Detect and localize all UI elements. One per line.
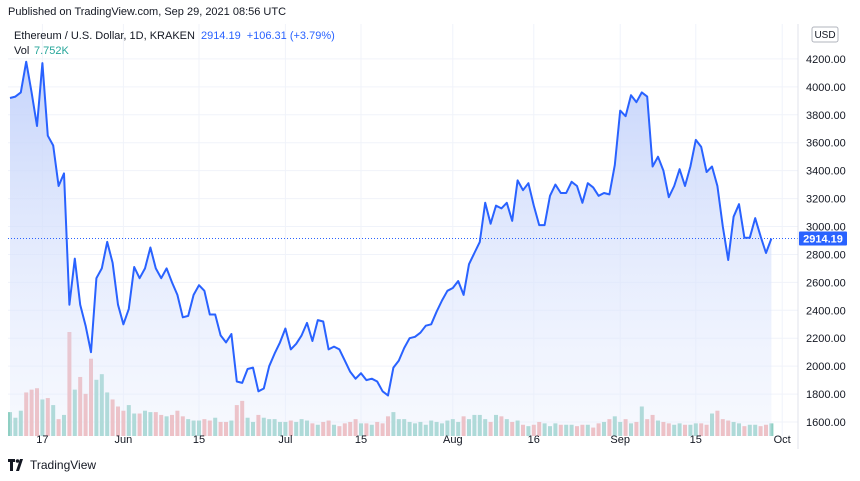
price-chart[interactable]: 1600.00 1800.00 2000.00 2200.00 2400.00 2600.… bbox=[0, 24, 860, 458]
time-tick-label: 15 bbox=[690, 434, 702, 446]
price-line bbox=[9, 60, 773, 397]
legend-symbol: Ethereum / U.S. Dollar, 1D, KRAKEN bbox=[14, 30, 195, 42]
legend-vol-value: 7.752K bbox=[34, 45, 70, 57]
time-tick-label: Oct bbox=[774, 434, 791, 446]
price-axis[interactable]: 1600.00 1800.00 2000.00 2200.00 2400.00 2600.… bbox=[806, 54, 846, 429]
price-area bbox=[10, 61, 772, 436]
tradingview-brand: TradingView bbox=[30, 458, 97, 472]
time-tick-label: 15 bbox=[193, 434, 205, 446]
legend-price: 2914.19 bbox=[201, 30, 241, 42]
time-tick-label: Jun bbox=[115, 434, 133, 446]
tradingview-logo[interactable]: TradingView bbox=[8, 458, 96, 472]
time-tick-label: 16 bbox=[528, 434, 540, 446]
price-tick-label: 1600.00 bbox=[806, 417, 846, 429]
price-tick-label: 2000.00 bbox=[806, 361, 846, 373]
time-axis[interactable]: 17 Jun 15 Jul 15 Aug 16 Sep 15 Oct bbox=[36, 434, 790, 446]
price-tick-label: 2800.00 bbox=[806, 249, 846, 261]
price-tick-label: 3000.00 bbox=[806, 222, 846, 234]
legend-vol-label: Vol bbox=[14, 45, 29, 57]
currency-label: USD bbox=[814, 30, 835, 41]
time-tick-label: Jul bbox=[278, 434, 292, 446]
price-tick-label: 3600.00 bbox=[806, 138, 846, 150]
price-tick-label: 3200.00 bbox=[806, 194, 846, 206]
last-price-tag: 2914.19 bbox=[799, 231, 847, 246]
published-caption: Published on TradingView.com, Sep 29, 20… bbox=[8, 6, 287, 18]
legend-change: +106.31 (+3.79%) bbox=[247, 30, 335, 42]
time-tick-label: Sep bbox=[610, 434, 630, 446]
time-tick-label: Aug bbox=[443, 434, 463, 446]
time-tick-label: 15 bbox=[355, 434, 367, 446]
last-price-tag-label: 2914.19 bbox=[803, 233, 843, 245]
tradingview-logo-icon bbox=[8, 459, 23, 471]
price-tick-label: 1800.00 bbox=[806, 389, 846, 401]
currency-badge[interactable]: USD bbox=[811, 26, 839, 43]
price-tick-label: 2400.00 bbox=[806, 305, 846, 317]
price-tick-label: 4200.00 bbox=[806, 54, 846, 66]
price-tick-label: 3800.00 bbox=[806, 110, 846, 122]
price-tick-label: 2600.00 bbox=[806, 277, 846, 289]
time-tick-label: 17 bbox=[36, 434, 48, 446]
price-tick-label: 2200.00 bbox=[806, 333, 846, 345]
price-tick-label: 3400.00 bbox=[806, 166, 846, 178]
price-tick-label: 4000.00 bbox=[806, 82, 846, 94]
legend: Ethereum / U.S. Dollar, 1D, KRAKEN 2914.… bbox=[14, 30, 335, 57]
